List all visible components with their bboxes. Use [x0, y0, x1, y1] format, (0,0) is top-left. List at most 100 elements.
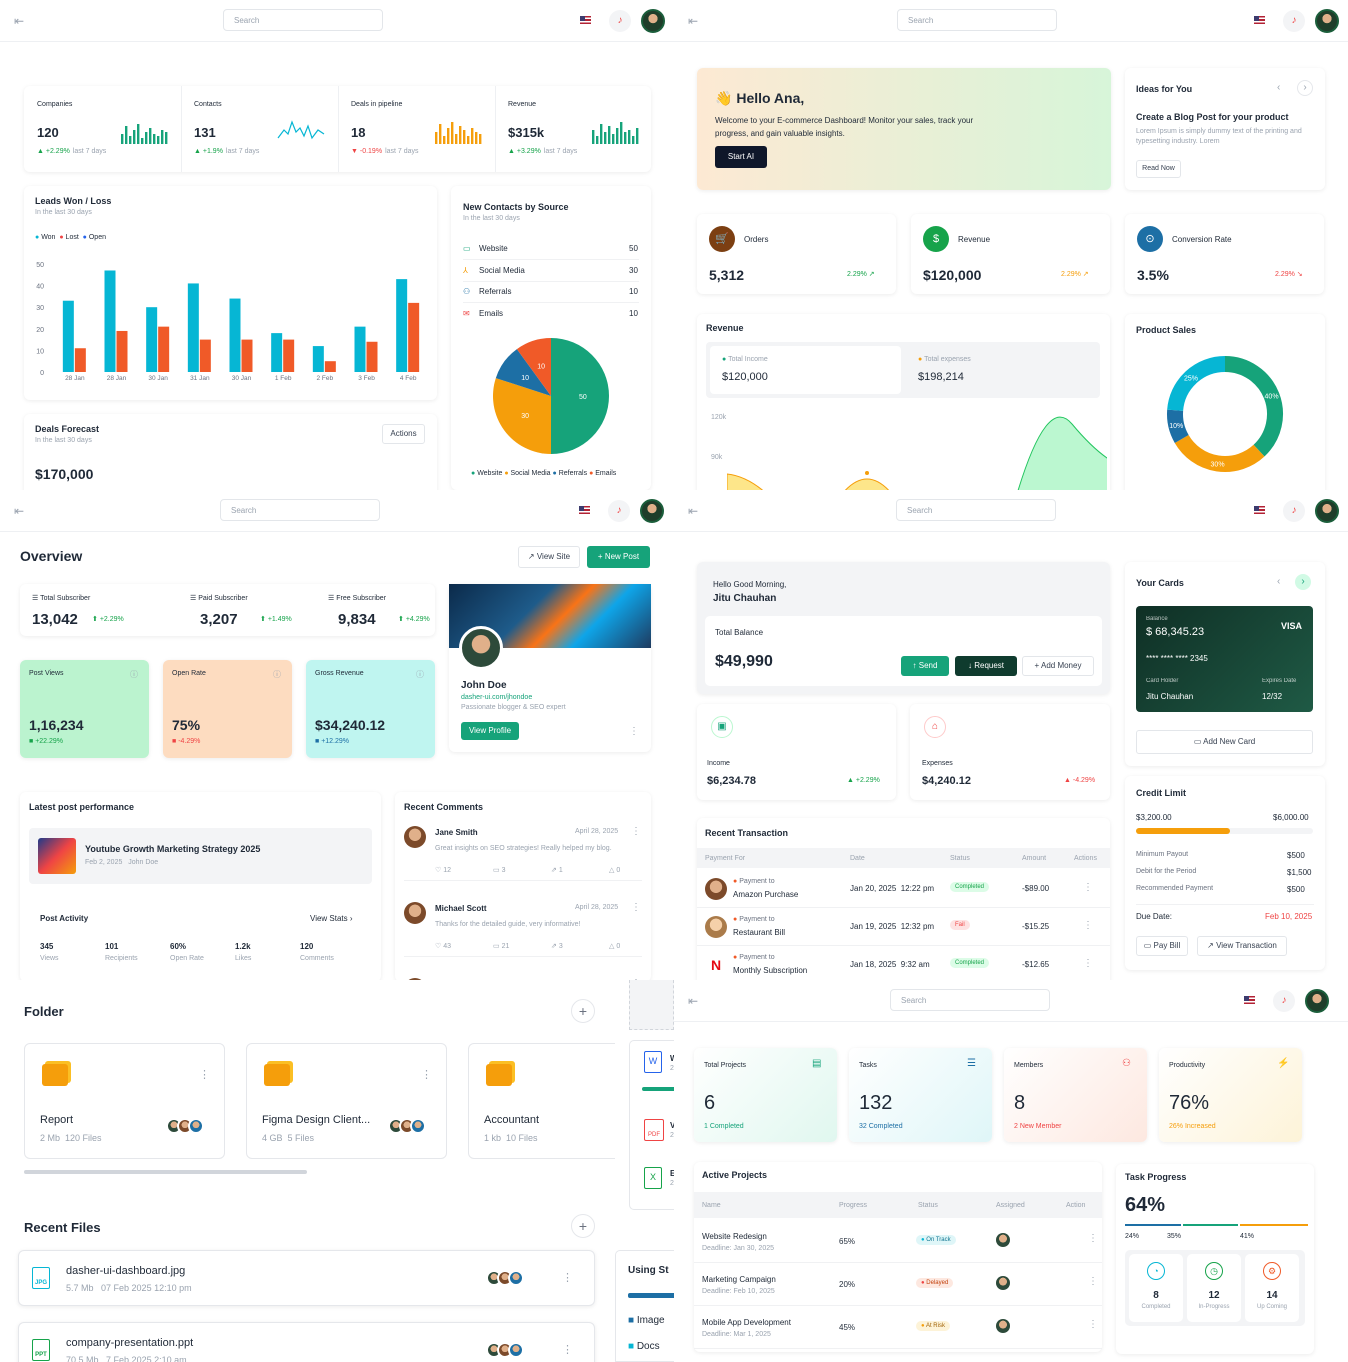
- folders-scrollbar[interactable]: [24, 1170, 307, 1174]
- prev-icon[interactable]: ‹: [1277, 82, 1281, 93]
- folder-card[interactable]: ⋮ Figma Design Client... 4 GB 5 Files: [246, 1043, 447, 1159]
- search-input[interactable]: Search: [897, 9, 1057, 31]
- add-money-button[interactable]: + Add Money: [1022, 656, 1094, 676]
- actions-button[interactable]: Actions: [382, 424, 425, 444]
- folder-name: Accountant: [484, 1114, 540, 1126]
- ideas-title: Ideas for You: [1136, 84, 1193, 94]
- comment-shares-count[interactable]: ⇗ 3: [551, 943, 563, 950]
- avatar[interactable]: [640, 499, 664, 523]
- file-manager-panel: Folder + ⋮ Report 2 Mb 120 Files ⋮ Figma Des…: [0, 980, 674, 1362]
- prev-icon[interactable]: ‹: [1277, 576, 1281, 587]
- info-icon: ⓘ: [416, 670, 424, 679]
- project-kpi-card: Members ⚇ 8 2 New Member: [1004, 1048, 1147, 1142]
- bell-icon[interactable]: ♪: [609, 10, 631, 32]
- comment-more-icon[interactable]: ⋮: [631, 902, 641, 913]
- search-input[interactable]: Search: [223, 9, 383, 31]
- read-now-button[interactable]: Read Now: [1136, 160, 1181, 178]
- us-flag-icon[interactable]: [1254, 16, 1265, 24]
- bar-won: [146, 307, 158, 372]
- hello-card: 👋 Hello Ana, Welcome to your E-commerce …: [697, 68, 1111, 190]
- add-card-button[interactable]: ▭ Add New Card: [1136, 730, 1313, 754]
- kpi-value: 5,312: [709, 267, 745, 283]
- next-icon[interactable]: ›: [1297, 80, 1313, 96]
- project-action-icon[interactable]: ⋮: [1088, 1319, 1098, 1330]
- project-kpi-card: Total Projects ▤ 6 1 Completed: [694, 1048, 837, 1142]
- bell-icon[interactable]: ♪: [608, 500, 630, 522]
- us-flag-icon[interactable]: [579, 506, 590, 514]
- spark-bar: [624, 132, 627, 144]
- view-site-button[interactable]: ↗ View Site: [518, 546, 580, 568]
- collapse-sidebar-icon[interactable]: ⇤: [14, 14, 25, 28]
- comment-likes-count[interactable]: ♡ 43: [435, 943, 452, 950]
- x-tick-label: 28 Jan: [107, 375, 127, 382]
- comment-more-icon[interactable]: ⋮: [631, 978, 641, 980]
- avatar[interactable]: [1305, 989, 1329, 1013]
- income-label-text: Total Income: [728, 356, 768, 363]
- pie-slice: [493, 378, 551, 454]
- profile-link[interactable]: dasher-ui.com/jhondoe: [461, 694, 533, 701]
- bank-card[interactable]: Balance $ 68,345.23 VISA **** **** **** …: [1136, 606, 1313, 712]
- spark-bar: [596, 136, 599, 144]
- file-more-icon[interactable]: ⋮: [562, 1344, 573, 1356]
- new-post-button[interactable]: + New Post: [587, 546, 650, 568]
- file-meta: 5.7 Mb 07 Feb 2025 12:10 pm: [66, 1283, 192, 1293]
- add-folder-icon[interactable]: +: [571, 999, 595, 1023]
- comment-saves-count[interactable]: △ 0: [609, 867, 621, 874]
- file-row[interactable]: PPT company-presentation.ppt 70.5 Mb 7 Feb…: [18, 1322, 595, 1362]
- collapse-sidebar-icon[interactable]: ⇤: [688, 504, 699, 518]
- comment-replies-count[interactable]: ▭ 21: [493, 943, 510, 950]
- us-flag-icon[interactable]: [1244, 996, 1255, 1004]
- drop-zone[interactable]: [629, 980, 674, 1030]
- file-row[interactable]: JPG dasher-ui-dashboard.jpg 5.7 Mb 07 Feb …: [18, 1250, 595, 1306]
- tx-action-icon[interactable]: ⋮: [1083, 920, 1093, 931]
- project-action-icon[interactable]: ⋮: [1088, 1276, 1098, 1287]
- comment-replies-count[interactable]: ▭ 3: [493, 867, 506, 874]
- tx-action-icon[interactable]: ⋮: [1083, 958, 1093, 969]
- comment-saves-count[interactable]: △ 0: [609, 943, 621, 950]
- bar-lost: [241, 339, 253, 372]
- activity-value: 345: [40, 942, 54, 951]
- send-button[interactable]: ↑ Send: [901, 656, 949, 676]
- collapse-sidebar-icon[interactable]: ⇤: [688, 14, 699, 28]
- bell-icon[interactable]: ♪: [1283, 10, 1305, 32]
- start-ai-button[interactable]: Start AI: [715, 146, 767, 168]
- more-icon[interactable]: ⋮: [629, 726, 639, 737]
- expense-label-text: Total expenses: [924, 356, 971, 363]
- legend-social: Social Media: [510, 470, 551, 477]
- latest-post-row[interactable]: Youtube Growth Marketing Strategy 2025 F…: [29, 828, 372, 884]
- file-more-icon[interactable]: ⋮: [562, 1272, 573, 1284]
- bell-icon[interactable]: ♪: [1273, 990, 1295, 1012]
- view-transaction-button[interactable]: ↗ View Transaction: [1197, 936, 1287, 956]
- comment-shares-count[interactable]: ⇗ 1: [551, 867, 563, 874]
- legend-website: Website: [477, 470, 503, 477]
- view-stats-link[interactable]: View Stats ›: [310, 914, 353, 923]
- collapse-sidebar-icon[interactable]: ⇤: [14, 504, 25, 518]
- avatar[interactable]: [1315, 499, 1339, 523]
- search-input[interactable]: Search: [890, 989, 1050, 1011]
- next-icon[interactable]: ›: [1295, 574, 1311, 590]
- search-input[interactable]: Search: [220, 499, 380, 521]
- comment-likes-count[interactable]: ♡ 12: [435, 867, 452, 874]
- comment-more-icon[interactable]: ⋮: [631, 826, 641, 837]
- view-profile-button[interactable]: View Profile: [461, 722, 519, 740]
- request-button[interactable]: ↓ Request: [955, 656, 1017, 676]
- kpi-sub: 1 Completed: [704, 1123, 744, 1130]
- avatar[interactable]: [641, 9, 665, 33]
- us-flag-icon[interactable]: [580, 16, 591, 24]
- file-name: dasher-ui-dashboard.jpg: [66, 1265, 186, 1277]
- pay-bill-button[interactable]: ▭ Pay Bill: [1136, 936, 1188, 956]
- project-action-icon[interactable]: ⋮: [1088, 1233, 1098, 1244]
- folder-more-icon[interactable]: ⋮: [199, 1069, 210, 1081]
- post-title: Youtube Growth Marketing Strategy 2025: [85, 844, 261, 854]
- folder-more-icon[interactable]: ⋮: [421, 1069, 432, 1081]
- add-file-icon[interactable]: +: [571, 1214, 595, 1238]
- folder-card[interactable]: ⋮ Report 2 Mb 120 Files: [24, 1043, 225, 1159]
- bell-icon[interactable]: ♪: [1283, 500, 1305, 522]
- us-flag-icon[interactable]: [1254, 506, 1265, 514]
- search-input[interactable]: Search: [896, 499, 1056, 521]
- avatar[interactable]: [1315, 9, 1339, 33]
- collapse-sidebar-icon[interactable]: ⇤: [688, 994, 699, 1008]
- sparkline: [121, 124, 168, 144]
- tx-action-icon[interactable]: ⋮: [1083, 882, 1093, 893]
- credit-row-label: Minimum Payout: [1136, 851, 1189, 858]
